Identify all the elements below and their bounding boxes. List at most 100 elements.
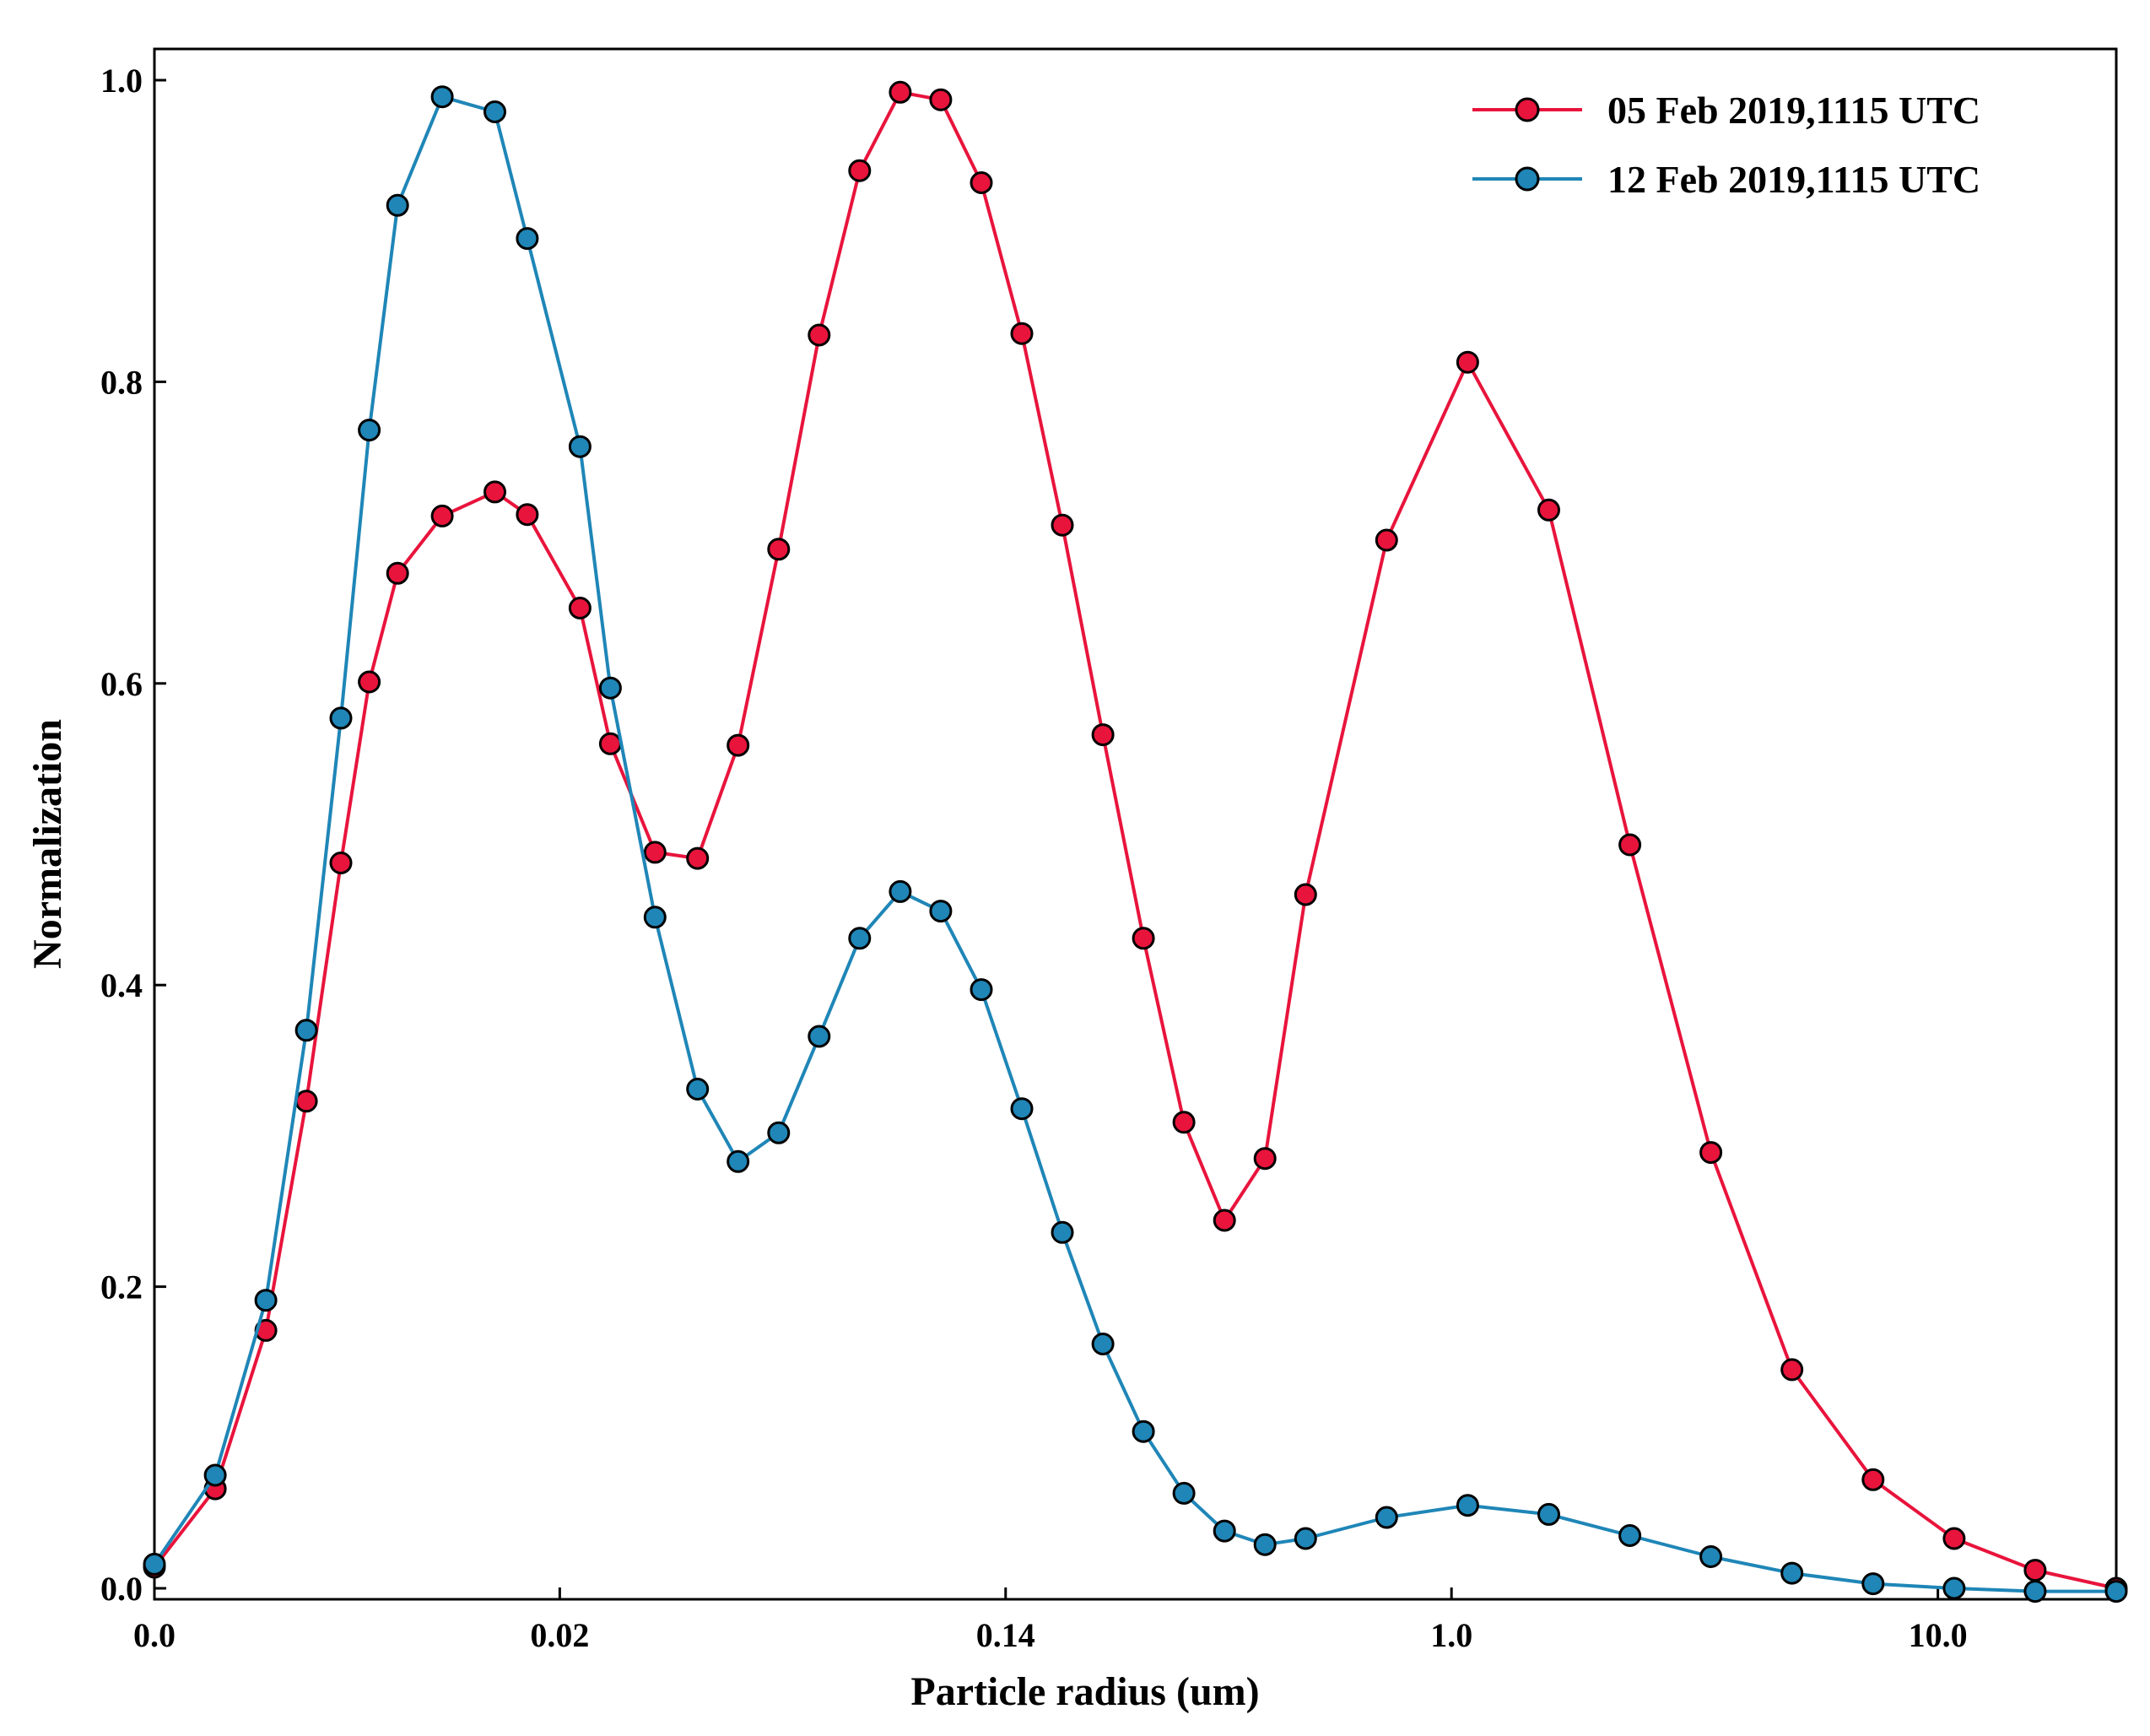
y-tick-label: 0.8 — [100, 363, 143, 401]
data-point — [929, 88, 953, 111]
data-point — [767, 1121, 791, 1144]
data-point — [848, 159, 872, 182]
data-point — [1942, 1576, 1966, 1600]
y-tick-label: 0.2 — [100, 1268, 143, 1306]
data-point — [430, 85, 454, 109]
data-point — [1537, 1502, 1560, 1526]
data-point — [686, 846, 710, 870]
legend-entry-2: 12 Feb 2019,1115 UTC — [1472, 158, 1980, 201]
data-point — [1172, 1111, 1196, 1134]
data-point — [1780, 1358, 1804, 1382]
data-point — [727, 733, 750, 757]
data-point — [1253, 1533, 1277, 1556]
data-point — [598, 676, 622, 700]
legend-marker — [1515, 97, 1540, 122]
data-point — [970, 978, 993, 1002]
data-point — [643, 841, 667, 864]
plot-area — [153, 47, 2118, 1601]
data-point — [1699, 1141, 1723, 1165]
data-point — [2104, 1580, 2128, 1604]
data-point — [848, 927, 872, 950]
series-line — [153, 95, 2116, 1593]
data-point — [2023, 1559, 2047, 1582]
x-axis: 0.0 0.02 0.14 1.0 10.0 — [133, 1587, 1968, 1654]
data-point — [686, 1078, 710, 1101]
series-1 — [143, 80, 2128, 1600]
data-point — [1375, 528, 1398, 552]
data-point — [1172, 1481, 1196, 1505]
data-point — [568, 435, 592, 458]
data-point — [1456, 350, 1479, 374]
y-tick-label: 0.6 — [100, 665, 143, 703]
data-point — [1375, 1506, 1398, 1529]
data-point — [2023, 1580, 2047, 1604]
y-tick-label: 1.0 — [100, 62, 143, 100]
series-layer — [143, 80, 2128, 1604]
data-point — [1132, 927, 1155, 950]
y-tick-label: 0.0 — [100, 1570, 143, 1608]
data-point — [1253, 1147, 1277, 1171]
data-point — [1861, 1468, 1885, 1491]
data-point — [1213, 1519, 1236, 1543]
x-tick-label: 0.0 — [133, 1616, 176, 1654]
data-point — [568, 597, 592, 619]
data-point — [294, 1019, 318, 1042]
data-point — [386, 561, 409, 585]
legend-marker — [1515, 166, 1540, 192]
data-point — [1213, 1209, 1236, 1232]
y-tick-label: 0.4 — [100, 966, 143, 1004]
data-point — [1861, 1572, 1885, 1596]
x-axis-title: Particle radius (um) — [910, 1669, 1259, 1714]
data-point — [727, 1149, 750, 1173]
x-tick-label: 10.0 — [1909, 1616, 1968, 1654]
data-point — [970, 171, 993, 194]
data-point — [254, 1289, 278, 1312]
data-point — [143, 1552, 166, 1576]
data-point — [1456, 1494, 1479, 1517]
data-point — [643, 906, 667, 929]
data-point — [1699, 1545, 1723, 1568]
data-point — [808, 1025, 831, 1048]
data-point — [386, 193, 409, 217]
data-point — [329, 706, 353, 730]
data-point — [483, 100, 506, 123]
legend-label: 12 Feb 2019,1115 UTC — [1607, 158, 1980, 201]
data-point — [329, 852, 353, 874]
data-point — [808, 323, 831, 347]
legend-label: 05 Feb 2019,1115 UTC — [1607, 89, 1980, 132]
legend: 05 Feb 2019,1115 UTC 12 Feb 2019,1115 UTC — [1472, 89, 1980, 201]
data-point — [889, 879, 912, 903]
data-point — [516, 503, 539, 527]
x-tick-label: 0.14 — [976, 1616, 1035, 1654]
data-point — [1010, 1097, 1034, 1121]
data-point — [767, 538, 791, 561]
y-axis: 0.0 0.2 0.4 0.6 0.8 1.0 — [100, 62, 166, 1608]
data-point — [598, 732, 622, 755]
data-point — [1091, 1333, 1115, 1355]
data-point — [1010, 322, 1034, 345]
data-point — [929, 900, 953, 923]
data-point — [430, 504, 454, 527]
series-line — [153, 90, 2117, 1590]
data-point — [1618, 1524, 1642, 1547]
legend-entry-1: 05 Feb 2019,1115 UTC — [1472, 89, 1980, 132]
series-2 — [143, 85, 2128, 1604]
data-point — [1132, 1420, 1155, 1443]
data-point — [889, 80, 912, 104]
plot-border — [153, 47, 2118, 1601]
data-point — [1051, 513, 1074, 537]
data-point — [1537, 498, 1560, 522]
data-point — [294, 1090, 318, 1113]
y-axis-title: Normalization — [25, 719, 70, 969]
data-point — [203, 1463, 227, 1487]
data-point — [1618, 833, 1642, 857]
data-point — [358, 670, 381, 694]
data-point — [483, 480, 506, 504]
data-point — [1942, 1527, 1966, 1550]
data-point — [516, 227, 539, 251]
data-point — [358, 419, 381, 442]
x-tick-label: 1.0 — [1430, 1616, 1472, 1654]
data-point — [1294, 883, 1317, 906]
data-point — [1051, 1220, 1074, 1244]
